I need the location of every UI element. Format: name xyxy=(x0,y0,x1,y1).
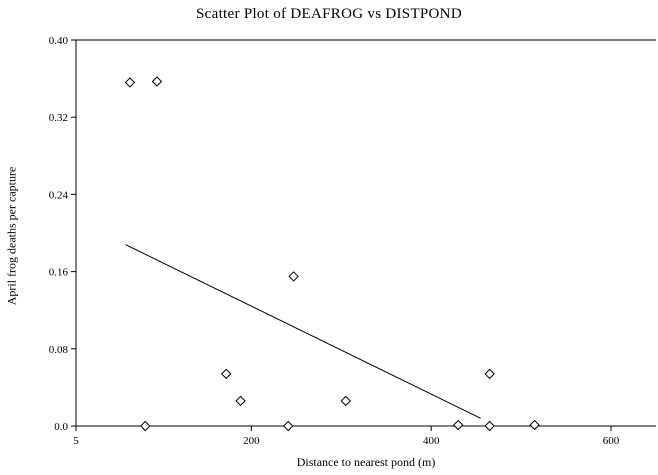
trend-line-group xyxy=(125,244,481,419)
data-point xyxy=(484,368,495,380)
x-axis-label: Distance to nearest pond (m) xyxy=(296,455,436,469)
y-tick-label: 0.40 xyxy=(49,35,69,47)
axis-ticks: 0.0 0.08 0.16 0.24 0.32 0.40 5 200 400 600 xyxy=(49,35,620,447)
y-tick-label: 0.08 xyxy=(49,344,69,356)
y-tick-label: 0.16 xyxy=(49,267,69,279)
data-points xyxy=(124,76,540,432)
data-point xyxy=(151,76,163,87)
data-point xyxy=(529,419,540,431)
data-point xyxy=(484,420,495,432)
y-tick-label: 0.24 xyxy=(49,189,69,201)
plot-axes xyxy=(75,39,656,427)
data-point xyxy=(220,368,232,380)
data-point xyxy=(235,395,246,407)
data-point xyxy=(452,419,464,431)
x-tick-label: 600 xyxy=(603,435,620,447)
x-tick-label: 200 xyxy=(243,435,260,447)
y-tick-label: 0.0 xyxy=(54,421,68,433)
data-point xyxy=(124,77,136,88)
x-tick-label: 400 xyxy=(423,435,440,447)
x-tick-label: 5 xyxy=(73,435,79,447)
data-point xyxy=(283,420,294,432)
y-axis-label: April frog deaths per capture xyxy=(4,166,19,306)
y-tick-label: 0.32 xyxy=(49,112,68,124)
data-point xyxy=(288,271,299,282)
data-point xyxy=(140,420,151,432)
chart-title: Scatter Plot of DEAFROG vs DISTPOND xyxy=(196,6,462,22)
data-point xyxy=(340,395,351,407)
trend-line xyxy=(125,244,481,419)
